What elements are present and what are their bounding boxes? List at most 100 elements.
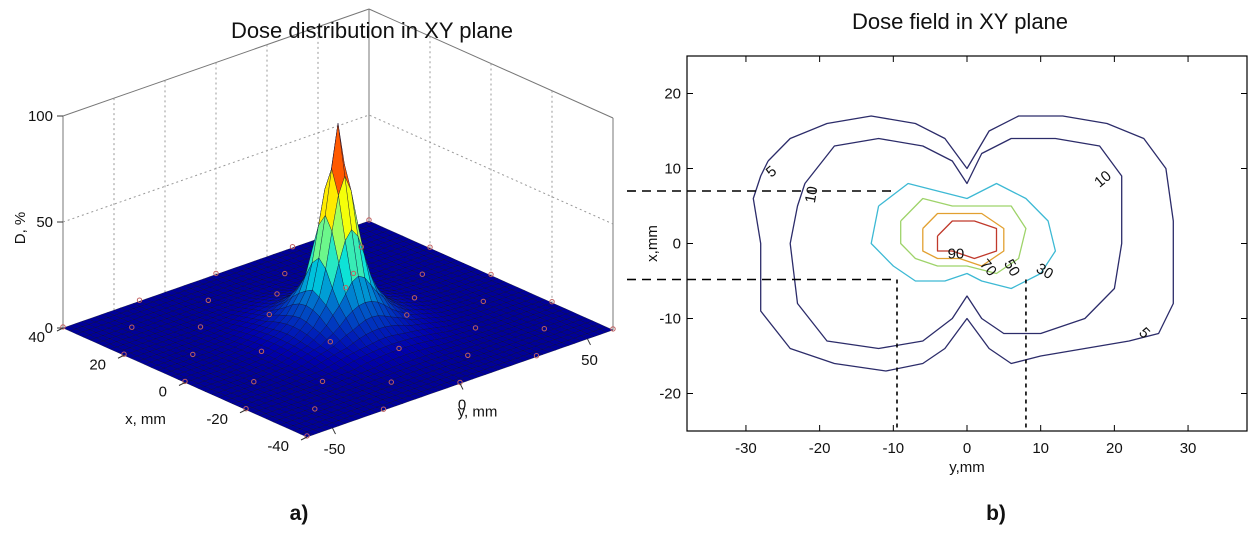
measurement-marker xyxy=(404,312,410,318)
measurement-marker xyxy=(411,295,418,301)
measurement-marker xyxy=(121,351,127,357)
x-axis: 40 20 0 -20 -40 x, mm xyxy=(28,327,308,455)
plot-area xyxy=(686,55,1248,432)
x-axis-label: x, mm xyxy=(125,411,166,428)
measurement-marker xyxy=(289,244,296,250)
reference-lines xyxy=(627,190,1027,431)
x-tick-label: -10 xyxy=(882,440,904,457)
y-tick-mark xyxy=(459,383,464,390)
measurement-marker xyxy=(182,378,188,385)
x-tick-label: 20 xyxy=(89,356,106,373)
y-axis: -50 0 50 y, mm xyxy=(324,338,598,458)
x-tick-label: 30 xyxy=(1180,440,1197,457)
measurement-marker xyxy=(327,339,333,345)
measurement-marker xyxy=(350,270,357,277)
y-tick-label: 0 xyxy=(673,236,681,253)
measurement-marker xyxy=(304,433,310,439)
x-tick-label: 10 xyxy=(1032,440,1049,457)
y-tick-label: 0 xyxy=(458,397,466,414)
contour-label: 10 xyxy=(802,185,822,204)
measurement-marker xyxy=(282,270,288,277)
measurement-marker xyxy=(129,324,135,330)
panel-label: a) xyxy=(290,502,309,525)
axes-ticks: -30 -20 -10 0 10 20 30 20 10 0 -10 -20 xyxy=(659,56,1247,457)
measurement-marker xyxy=(266,311,272,318)
measurement-marker xyxy=(610,326,616,332)
measurement-marker xyxy=(274,291,280,297)
measurement-points xyxy=(60,217,616,439)
y-tick-mark xyxy=(587,338,591,346)
measurement-marker xyxy=(533,353,540,359)
contour-label: 50 xyxy=(1000,257,1023,280)
measurement-marker xyxy=(60,324,66,330)
y-tick-label: 20 xyxy=(664,86,681,103)
measurement-marker xyxy=(419,271,425,277)
y-tick-label: -10 xyxy=(659,311,681,328)
y-tick-label: 10 xyxy=(664,161,681,178)
measurement-marker xyxy=(190,351,196,358)
dose-surface xyxy=(62,123,614,438)
x-tick-mark xyxy=(300,436,308,441)
measurement-marker xyxy=(472,325,479,331)
z-tick-label: 0 xyxy=(45,320,53,337)
panel-label: b) xyxy=(986,502,1006,525)
measurement-marker xyxy=(213,270,219,277)
measurement-marker xyxy=(396,345,402,352)
chart-title: Dose distribution in XY plane xyxy=(231,18,513,43)
z-tick-label: 50 xyxy=(36,214,53,231)
x-tick-label: 0 xyxy=(963,440,971,457)
measurement-marker xyxy=(541,326,547,332)
z-tick-label: 100 xyxy=(28,108,53,125)
measurement-marker xyxy=(197,324,204,330)
panel-a-surface-plot: 0 50 100 D, % 40 20 0 -20 -40 x, mm -50 0 50 y, mm Dos… xyxy=(0,0,624,533)
contour-lines xyxy=(752,115,1174,372)
measurement-marker xyxy=(465,352,471,358)
y-tick-label: 50 xyxy=(581,352,598,369)
measurement-marker xyxy=(358,244,364,250)
y-tick-label: -20 xyxy=(659,386,681,403)
x-tick-mark xyxy=(178,382,186,386)
measurement-marker xyxy=(488,271,494,278)
chart-title: Dose field in XY plane xyxy=(852,9,1068,34)
panel-b-contour-plot: -30 -20 -10 0 10 20 30 20 10 0 -10 -20 5 10 10 5 90 70 50 3… xyxy=(624,0,1249,533)
contour-line-70 xyxy=(922,212,1005,267)
measurement-marker xyxy=(243,406,249,412)
x-tick-label: 40 xyxy=(28,329,45,346)
measurement-marker xyxy=(319,378,326,385)
x-axis-label: y,mm xyxy=(949,459,985,476)
y-tick-label: -50 xyxy=(324,441,346,458)
x-tick-mark xyxy=(56,327,64,332)
contour-line-10 xyxy=(789,137,1123,350)
x-tick-label: -20 xyxy=(206,411,228,428)
x-tick-label: 0 xyxy=(159,384,167,401)
x-tick-label: 20 xyxy=(1106,440,1123,457)
z-axis-label: D, % xyxy=(12,212,29,245)
contour-label: 90 xyxy=(948,246,965,263)
measurement-marker xyxy=(549,299,555,305)
y-axis-label: x,mm xyxy=(644,225,661,262)
y-tick-mark xyxy=(332,427,336,435)
measurement-marker xyxy=(312,406,318,412)
surface-axes-box: 0 50 100 D, % xyxy=(12,8,614,337)
measurement-marker xyxy=(258,348,265,354)
surface-plot-svg: 0 50 100 D, % 40 20 0 -20 -40 x, mm -50 0 50 y, mm Dos… xyxy=(12,8,616,525)
measurement-marker xyxy=(380,406,387,412)
x-tick-mark xyxy=(117,354,125,359)
measurement-marker xyxy=(136,297,143,303)
x-tick-label: -30 xyxy=(735,440,757,457)
x-tick-label: -40 xyxy=(267,438,289,455)
measurement-marker xyxy=(205,297,212,303)
measurement-marker xyxy=(427,244,433,250)
contour-line-5 xyxy=(752,115,1174,372)
x-tick-mark xyxy=(239,409,247,414)
contour-line-30 xyxy=(870,182,1057,290)
contour-label: 30 xyxy=(1033,260,1056,283)
measurement-marker xyxy=(388,379,394,385)
contour-line-50 xyxy=(900,197,1027,275)
x-tick-label: -20 xyxy=(809,440,831,457)
measurement-marker xyxy=(343,285,349,291)
y-axis-label: y, mm xyxy=(458,404,498,421)
measurement-marker xyxy=(251,379,257,385)
measurement-marker xyxy=(480,298,486,305)
